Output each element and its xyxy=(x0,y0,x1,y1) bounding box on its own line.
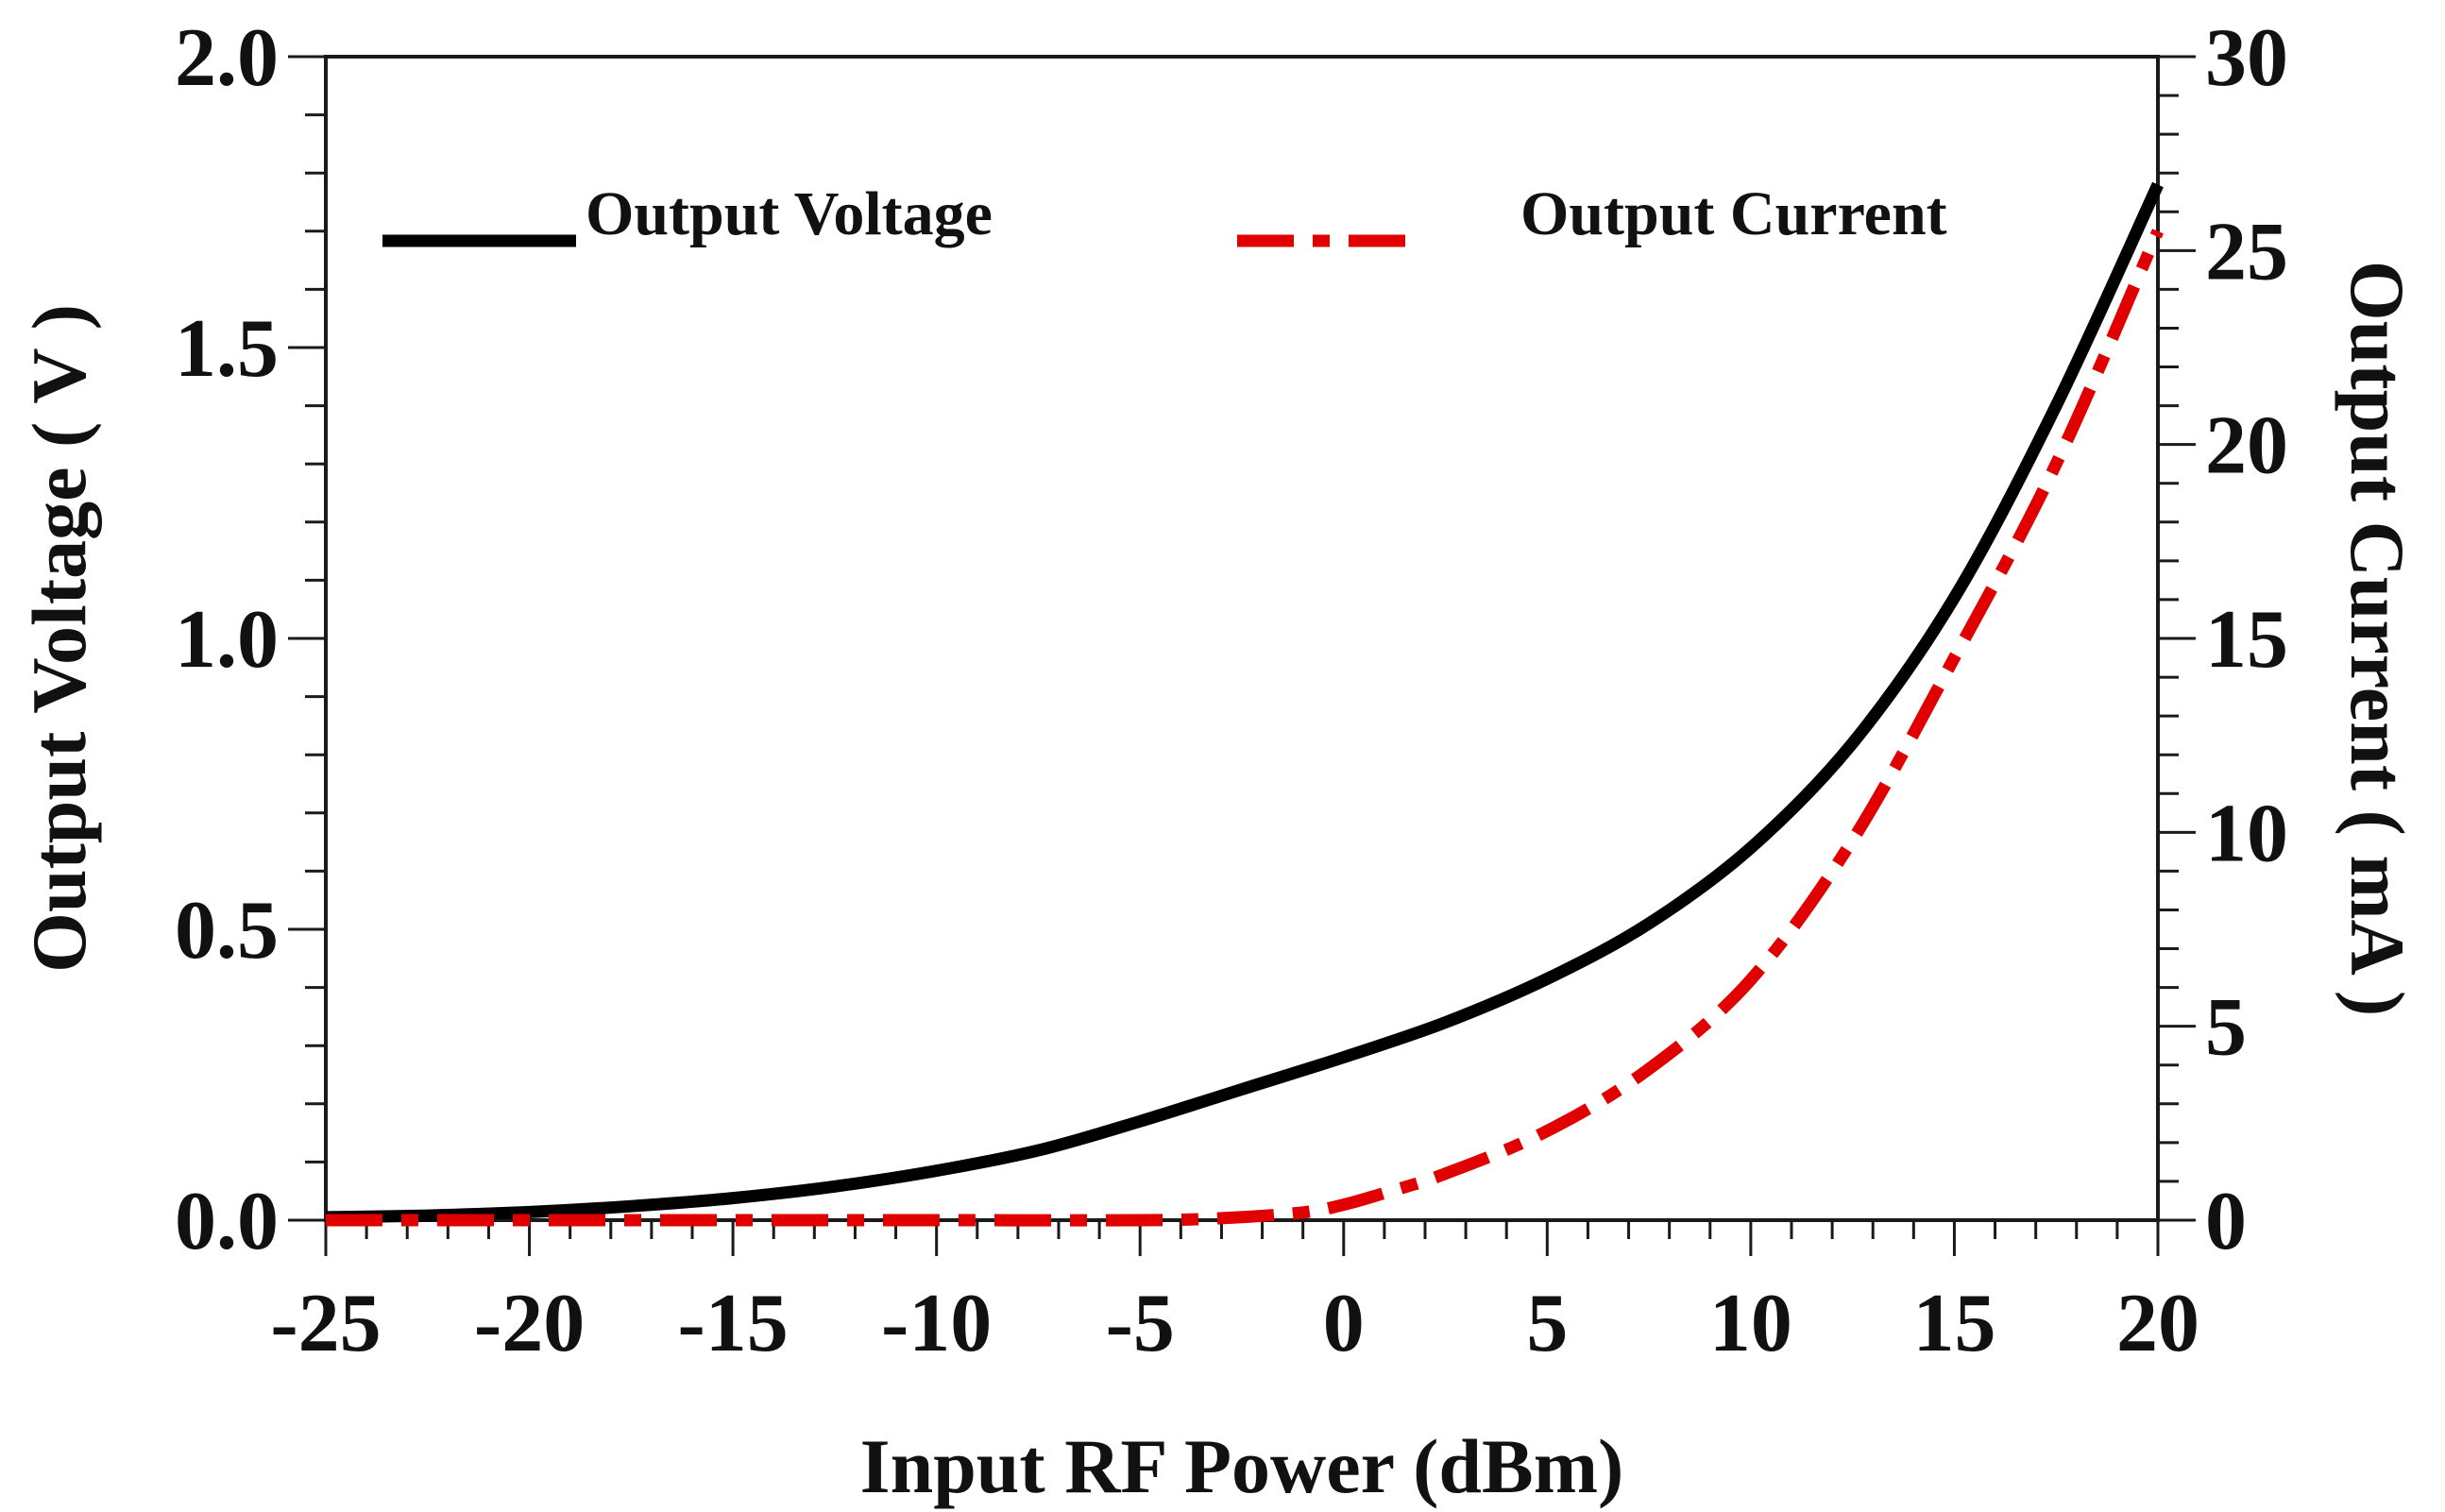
x-tick-label: -25 xyxy=(270,1278,381,1369)
x-tick-label: 10 xyxy=(1709,1278,1792,1369)
x-tick-label: -5 xyxy=(1106,1278,1175,1369)
x-tick-label: -10 xyxy=(881,1278,992,1369)
legend-label-current: Output Current xyxy=(1520,179,1947,248)
y2-axis-title: Output Current ( mA ) xyxy=(2335,261,2420,1016)
y2-tick-label: 20 xyxy=(2205,400,2288,492)
y-tick-label: 1.0 xyxy=(175,594,279,686)
x-axis-title: Input RF Power (dBm) xyxy=(860,1423,1624,1509)
x-tick-label: 5 xyxy=(1526,1278,1568,1369)
y-tick-label: 0.0 xyxy=(175,1176,279,1267)
x-tick-label: -20 xyxy=(474,1278,585,1369)
tick-labels: -25 -20 -15 -10 -5 0 5 10 15 20 0.0 0.5 1.0 1.5 2.0 0 5 1… xyxy=(175,12,2288,1369)
y2-tick-label: 15 xyxy=(2205,594,2288,686)
y2-tick-label: 5 xyxy=(2205,982,2247,1074)
y2-tick-label: 30 xyxy=(2205,12,2288,104)
legend-label-voltage: Output Voltage xyxy=(586,179,993,248)
x-tick-label: 15 xyxy=(1912,1278,1995,1369)
x-tick-label: -15 xyxy=(677,1278,788,1369)
legend: Output Voltage Output Current xyxy=(382,179,1947,248)
y2-tick-label: 10 xyxy=(2205,788,2288,879)
y-tick-label: 1.5 xyxy=(175,303,279,395)
y2-tick-label: 25 xyxy=(2205,206,2288,297)
series-output-voltage xyxy=(325,181,2164,1224)
y-tick-label: 2.0 xyxy=(175,12,279,104)
y-tick-label: 0.5 xyxy=(175,885,279,977)
y-axis-title: Output Voltage ( V ) xyxy=(16,304,102,973)
series-output-current xyxy=(326,229,2164,1227)
x-tick-label: 20 xyxy=(2116,1278,2199,1369)
x-tick-label: 0 xyxy=(1323,1278,1365,1369)
y2-tick-label: 0 xyxy=(2205,1176,2247,1267)
series-lines xyxy=(325,181,2164,1227)
